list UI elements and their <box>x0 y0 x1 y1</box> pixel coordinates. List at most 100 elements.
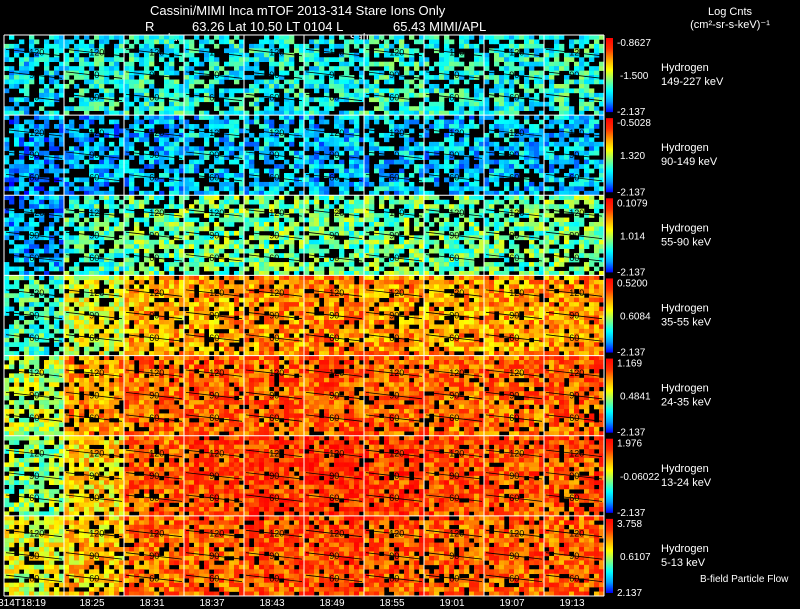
heatmap-cell <box>144 39 150 45</box>
heatmap-cell <box>569 115 575 120</box>
heatmap-cell <box>284 177 290 183</box>
heatmap-cell <box>379 181 385 187</box>
heatmap-cell <box>339 97 345 103</box>
heatmap-cell <box>309 239 315 245</box>
heatmap-cell <box>289 186 295 192</box>
pitch-contour-label: 120 <box>89 48 104 58</box>
heatmap-cell <box>174 222 180 227</box>
heatmap-cell <box>469 230 475 236</box>
heatmap-cell <box>169 284 175 290</box>
heatmap-cell <box>289 204 295 209</box>
heatmap-cell <box>179 177 185 183</box>
heatmap-cell <box>214 239 220 245</box>
heatmap-cell <box>84 115 90 120</box>
heatmap-cell <box>99 311 105 316</box>
pitch-contour-line <box>365 49 423 57</box>
heatmap-cell <box>404 70 410 76</box>
heatmap-cell <box>399 244 405 250</box>
heatmap-cell <box>19 79 25 85</box>
heatmap-cell <box>174 186 180 192</box>
heatmap-cell <box>279 199 285 205</box>
heatmap-cell <box>519 195 525 201</box>
heatmap-cell <box>579 253 585 258</box>
heatmap-cell <box>224 61 230 67</box>
heatmap-cell <box>329 137 335 143</box>
heatmap-cell <box>89 97 95 103</box>
heatmap-cell <box>549 141 555 147</box>
heatmap-cell <box>534 164 540 169</box>
heatmap-cell <box>104 177 110 183</box>
heatmap-cell <box>109 190 115 196</box>
heatmap-cell <box>159 92 165 98</box>
heatmap-cell <box>279 164 285 169</box>
heatmap-cell <box>479 146 485 152</box>
heatmap-cell <box>104 213 110 218</box>
heatmap-cell <box>224 48 230 54</box>
heatmap-cell <box>114 66 120 71</box>
heatmap-cell <box>334 43 340 49</box>
heatmap-cell <box>179 257 185 263</box>
heatmap-cell <box>494 57 500 63</box>
heatmap-cell <box>589 79 595 85</box>
heatmap-cell <box>474 222 480 227</box>
heatmap-cell <box>499 52 505 58</box>
heatmap-cell <box>139 279 145 285</box>
heatmap-cell <box>314 137 320 143</box>
heatmap-cell <box>389 213 395 218</box>
heatmap-cell <box>514 226 520 232</box>
heatmap-cell <box>99 257 105 263</box>
heatmap-cell <box>64 52 70 58</box>
heatmap-cell <box>84 239 90 245</box>
heatmap-cell <box>359 150 365 156</box>
heatmap-cell <box>529 52 535 58</box>
heatmap-cell <box>499 150 505 156</box>
heatmap-cell <box>259 181 265 187</box>
heatmap-cell <box>574 66 580 71</box>
heatmap-cell <box>99 275 105 281</box>
heatmap-cell <box>209 52 215 58</box>
heatmap-cell <box>584 75 590 80</box>
heatmap-cell <box>244 266 250 272</box>
heatmap-cell <box>414 106 420 111</box>
heatmap-cell <box>84 159 90 165</box>
heatmap-cell <box>309 164 315 169</box>
heatmap-cell <box>164 141 170 147</box>
heatmap-cell <box>104 293 110 298</box>
heatmap-cell <box>474 137 480 143</box>
heatmap-cell <box>159 190 165 196</box>
heatmap-cell <box>359 137 365 143</box>
heatmap-cell <box>584 119 590 125</box>
heatmap-cell <box>584 115 590 120</box>
heatmap-cell <box>289 106 295 111</box>
heatmap-cell <box>319 270 325 276</box>
heatmap-cell <box>174 124 180 129</box>
heatmap-cell <box>9 199 15 205</box>
heatmap-cell <box>79 324 85 330</box>
heatmap-cell <box>259 239 265 245</box>
heatmap-cell <box>344 181 350 187</box>
heatmap-cell <box>19 66 25 71</box>
heatmap-cell <box>9 75 15 80</box>
heatmap-cell <box>464 110 470 116</box>
heatmap-cell <box>184 253 190 258</box>
heatmap-cell <box>29 333 35 339</box>
heatmap-cell <box>584 35 590 40</box>
heatmap-cell <box>219 88 225 94</box>
heatmap-cell <box>334 119 340 125</box>
heatmap-cell <box>419 132 425 138</box>
heatmap-cell <box>579 97 585 103</box>
heatmap-cell <box>324 257 330 263</box>
heatmap-cell <box>74 66 80 71</box>
heatmap-cell <box>9 70 15 76</box>
heatmap-cell <box>549 222 555 227</box>
heatmap-cell <box>494 213 500 218</box>
heatmap-cell <box>454 159 460 165</box>
heatmap-cell <box>304 48 310 54</box>
heatmap-cell <box>94 230 100 236</box>
heatmap-cell <box>69 181 75 187</box>
heatmap-cell <box>179 101 185 107</box>
heatmap-cell <box>154 177 160 183</box>
heatmap-cell <box>399 195 405 201</box>
heatmap-cell <box>464 155 470 160</box>
heatmap-cell <box>589 137 595 143</box>
